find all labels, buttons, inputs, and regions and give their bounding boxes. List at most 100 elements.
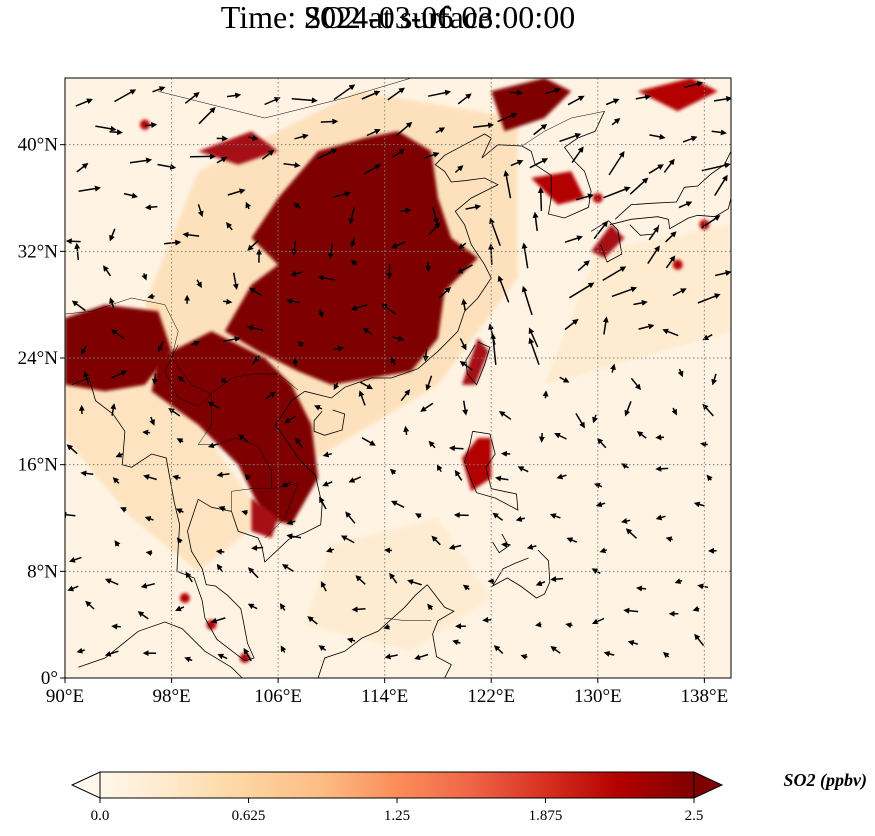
- wind-arrow-309: [226, 92, 242, 99]
- wind-arrow-302: [649, 133, 666, 140]
- wind-arrow-1: [76, 647, 85, 654]
- wind-arrow-68: [431, 535, 441, 546]
- wind-arrow-105: [389, 468, 397, 476]
- coastline-segment-10: [78, 621, 243, 678]
- map-frame: [64, 77, 732, 679]
- wind-arrow-163: [425, 375, 433, 391]
- high-so2-region-7: [531, 171, 585, 205]
- wind-arrow-59: [114, 540, 121, 547]
- wind-arrow-233: [226, 222, 233, 231]
- wind-arrow-86: [390, 500, 405, 508]
- wind-arrow-46: [320, 580, 327, 592]
- wind-arrow-97: [112, 477, 120, 484]
- wind-arrow-130: [596, 437, 607, 449]
- wind-arrow-10: [384, 653, 398, 660]
- wind-arrow-90: [515, 516, 525, 522]
- wind-arrow-124: [403, 425, 410, 435]
- wind-arrow-276: [392, 148, 406, 158]
- haze-region-4: [544, 224, 731, 385]
- wind-arrow-296: [435, 127, 446, 134]
- wind-arrow-122: [322, 451, 332, 458]
- wind-arrow-266: [714, 174, 728, 196]
- wind-arrow-58: [69, 556, 82, 563]
- coastline-segment-14: [614, 204, 632, 220]
- wind-arrow-178: [297, 340, 304, 348]
- wind-arrow-161: [359, 381, 374, 390]
- wind-arrow-47: [355, 575, 366, 585]
- wind-arrow-259: [465, 204, 482, 211]
- wind-arrow-253: [245, 201, 252, 210]
- wind-arrow-32: [482, 616, 492, 623]
- wind-arrow-293: [320, 118, 339, 125]
- wind-arrow-11: [414, 653, 429, 661]
- y-tick-label-1: 0°: [41, 668, 58, 689]
- wind-arrow-202: [461, 298, 468, 311]
- wind-arrow-21: [111, 623, 121, 630]
- x-tick-label-5: 122°E: [467, 686, 515, 707]
- coastline-layer: [65, 78, 731, 678]
- colorbar-tick-label-3: 1.25: [384, 808, 410, 824]
- wind-arrow-262: [575, 193, 594, 201]
- wind-arrow-30: [427, 603, 434, 611]
- wind-arrow-267: [76, 162, 89, 173]
- wind-arrow-292: [294, 133, 309, 140]
- wind-arrow-221: [456, 264, 473, 274]
- wind-arrow-226: [647, 245, 660, 265]
- wind-arrow-16: [603, 650, 615, 657]
- colorbar-tick-label-1: 0.0: [91, 808, 110, 824]
- wind-arrow-171: [711, 373, 718, 386]
- wind-arrow-149: [592, 414, 598, 424]
- wind-arrow-315: [428, 89, 452, 97]
- wind-arrow-77: [65, 511, 76, 518]
- wind-arrow-140: [284, 415, 296, 424]
- wind-arrow-247: [701, 215, 721, 229]
- wind-arrow-207: [633, 299, 648, 306]
- coastline-segment-7: [491, 549, 551, 599]
- wind-arrow-128: [538, 432, 545, 443]
- wind-arrow-159: [292, 357, 299, 367]
- wind-arrow-162: [390, 356, 397, 366]
- high-so2-spot-7: [699, 219, 710, 230]
- wind-arrow-106: [436, 464, 443, 472]
- y-tick-label-6: 40°N: [18, 135, 59, 156]
- wind-arrow-154: [111, 370, 128, 379]
- wind-arrow-273: [283, 162, 301, 169]
- wind-arrow-142: [358, 390, 366, 406]
- wind-arrow-192: [109, 297, 115, 309]
- wind-arrow-258: [432, 207, 439, 225]
- wind-arrow-283: [648, 164, 664, 174]
- wind-arrow-248: [78, 185, 101, 193]
- wind-arrow-227: [665, 255, 676, 269]
- wind-arrow-272: [261, 149, 275, 160]
- wind-arrow-217: [317, 274, 336, 281]
- wind-arrow-236: [327, 243, 334, 260]
- gridline-layer: [65, 78, 731, 678]
- wind-arrow-2: [104, 650, 119, 657]
- x-tick-label-1: 90°E: [46, 686, 84, 707]
- wind-arrow-187: [602, 316, 609, 335]
- wind-arrow-304: [711, 129, 727, 136]
- wind-arrow-70: [501, 541, 511, 548]
- wind-arrow-287: [109, 129, 123, 136]
- wind-arrow-298: [497, 112, 518, 123]
- wind-arrow-125: [428, 440, 436, 449]
- colorbar-tick-label-5: 2.5: [685, 808, 704, 824]
- wind-arrow-308: [184, 92, 200, 104]
- wind-arrow-201: [438, 286, 452, 299]
- wind-arrow-139: [264, 391, 276, 400]
- border-segment-3: [521, 111, 605, 147]
- wind-arrow-111: [593, 482, 603, 489]
- high-so2-region-3: [65, 304, 172, 392]
- wind-arrow-13: [493, 645, 504, 654]
- wind-arrow-173: [110, 329, 125, 340]
- wind-arrow-147: [542, 390, 549, 399]
- wind-arrow-237: [350, 237, 356, 248]
- wind-arrow-274: [316, 148, 338, 160]
- wind-arrow-64: [286, 533, 302, 540]
- coastline-segment-8: [426, 584, 455, 678]
- wind-arrow-75: [665, 536, 673, 543]
- wind-arrow-254: [293, 202, 302, 210]
- wind-arrow-209: [697, 293, 721, 304]
- wind-arrow-313: [361, 90, 381, 100]
- wind-arrow-213: [196, 279, 202, 289]
